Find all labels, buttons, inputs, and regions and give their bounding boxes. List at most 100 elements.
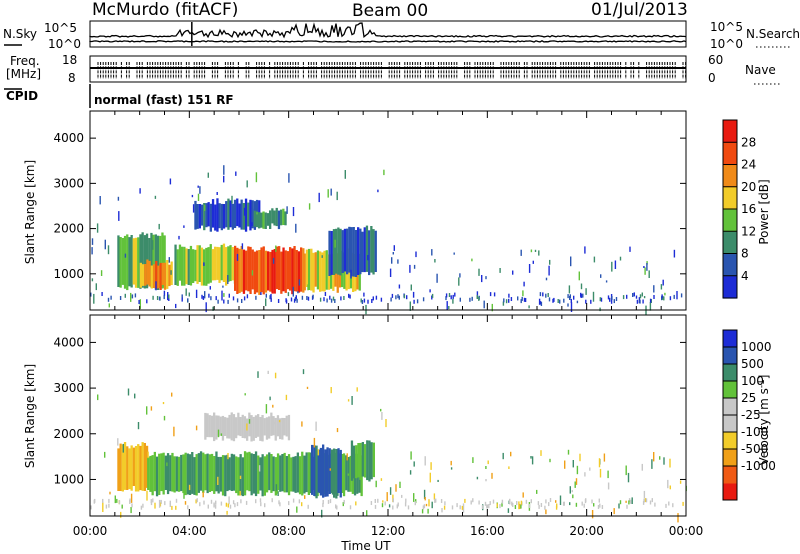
velocity-strip: [199, 451, 203, 491]
power-speckle: [643, 296, 646, 299]
velocity-colorbar-swatch: [723, 347, 737, 365]
velocity-speckle: [127, 388, 130, 396]
power-near-range: [265, 293, 267, 298]
velocity-strip: [184, 452, 187, 496]
power-speckle: [107, 245, 110, 255]
power-speckle: [152, 240, 154, 250]
velocity-near-range: [240, 499, 242, 504]
power-strip: [256, 250, 259, 293]
velocity-strip: [290, 457, 293, 492]
power-strip: [255, 212, 259, 228]
velocity-speckle: [428, 499, 430, 507]
power-near-range: [293, 298, 296, 303]
station-title: McMurdo (fitACF): [92, 0, 238, 20]
velocity-strip: [252, 454, 255, 494]
power-strip: [159, 235, 162, 287]
velocity-near-range: [583, 503, 585, 508]
power-near-range: [452, 294, 454, 299]
time-tick-label: 16:00: [470, 524, 505, 538]
power-strip: [289, 247, 292, 291]
time-tick-label: 08:00: [271, 524, 306, 538]
velocity-near-range: [329, 499, 332, 504]
power-near-range: [146, 299, 148, 304]
velocity-speckle: [424, 456, 426, 466]
velocity-strip: [303, 455, 306, 494]
power-speckle: [646, 261, 648, 265]
power-near-range: [632, 293, 634, 297]
power-strip: [354, 230, 358, 277]
power-speckle: [95, 283, 97, 291]
velocity-strip: [123, 442, 127, 490]
velocity-near-range: [396, 504, 398, 509]
power-near-range: [580, 293, 582, 298]
power-strip: [222, 204, 226, 229]
power-near-range: [611, 296, 613, 301]
power-speckle: [643, 266, 645, 268]
power-speckle: [93, 293, 95, 304]
power-strip: [284, 250, 287, 293]
velocity-near-range: [549, 498, 552, 502]
power-strip: [323, 250, 326, 292]
power-speckle: [549, 259, 551, 265]
nave-tick-top: 60: [708, 53, 723, 67]
power-strip: [273, 249, 276, 294]
power-speckle: [91, 247, 93, 255]
velocity-speckle: [317, 449, 319, 456]
velocity-strip: [359, 442, 362, 480]
velocity-speckle: [130, 507, 132, 514]
power-strip: [271, 208, 274, 224]
power-near-range: [375, 295, 378, 300]
velocity-strip: [204, 454, 207, 491]
power-speckle: [96, 223, 99, 233]
velocity-speckle: [380, 408, 382, 412]
velocity-near-range: [601, 505, 604, 509]
power-speckle: [520, 249, 522, 256]
velocity-strip: [259, 457, 262, 491]
velocity-strip: [274, 417, 277, 441]
power-near-range: [553, 297, 555, 302]
power-strip: [168, 264, 171, 287]
power-near-range: [101, 292, 103, 296]
power-strip: [277, 210, 281, 230]
velocity-speckle: [104, 451, 106, 458]
velocity-strip: [276, 453, 280, 491]
velocity-speckle: [659, 456, 661, 460]
velocity-strip: [182, 454, 185, 494]
velocity-speckle: [162, 402, 165, 405]
power-strip: [312, 252, 315, 293]
velocity-near-range: [654, 502, 656, 507]
power-near-range: [557, 299, 559, 303]
velocity-strip: [208, 415, 211, 438]
velocity-speckle: [599, 468, 602, 478]
velocity-strip: [270, 412, 273, 436]
velocity-strip: [342, 453, 346, 497]
power-strip: [293, 246, 296, 292]
power-near-range: [255, 295, 257, 300]
power-speckle: [676, 291, 678, 300]
power-near-range: [559, 299, 561, 304]
velocity-strip: [119, 443, 122, 491]
velocity-near-range: [499, 504, 501, 509]
power-strip: [157, 265, 160, 289]
power-strip: [200, 204, 204, 226]
power-strip: [150, 232, 153, 288]
velocity-near-range: [195, 499, 197, 504]
power-near-range: [349, 294, 351, 299]
velocity-speckle: [476, 476, 479, 480]
power-strip: [245, 250, 248, 291]
power-speckle: [197, 185, 199, 188]
velocity-near-range: [199, 502, 201, 507]
power-near-range: [361, 300, 364, 304]
velocity-speckle: [272, 404, 274, 408]
power-strip: [280, 251, 283, 294]
velocity-near-range: [628, 500, 630, 505]
power-speckle: [534, 249, 537, 252]
power-speckle: [393, 245, 395, 251]
power-strip: [161, 262, 164, 285]
velocity-speckle: [431, 501, 433, 509]
power-near-range: [615, 297, 618, 301]
velocity-speckle: [410, 451, 412, 460]
power-strip: [183, 246, 186, 286]
velocity-speckle: [572, 494, 574, 499]
power-strip: [214, 204, 217, 231]
